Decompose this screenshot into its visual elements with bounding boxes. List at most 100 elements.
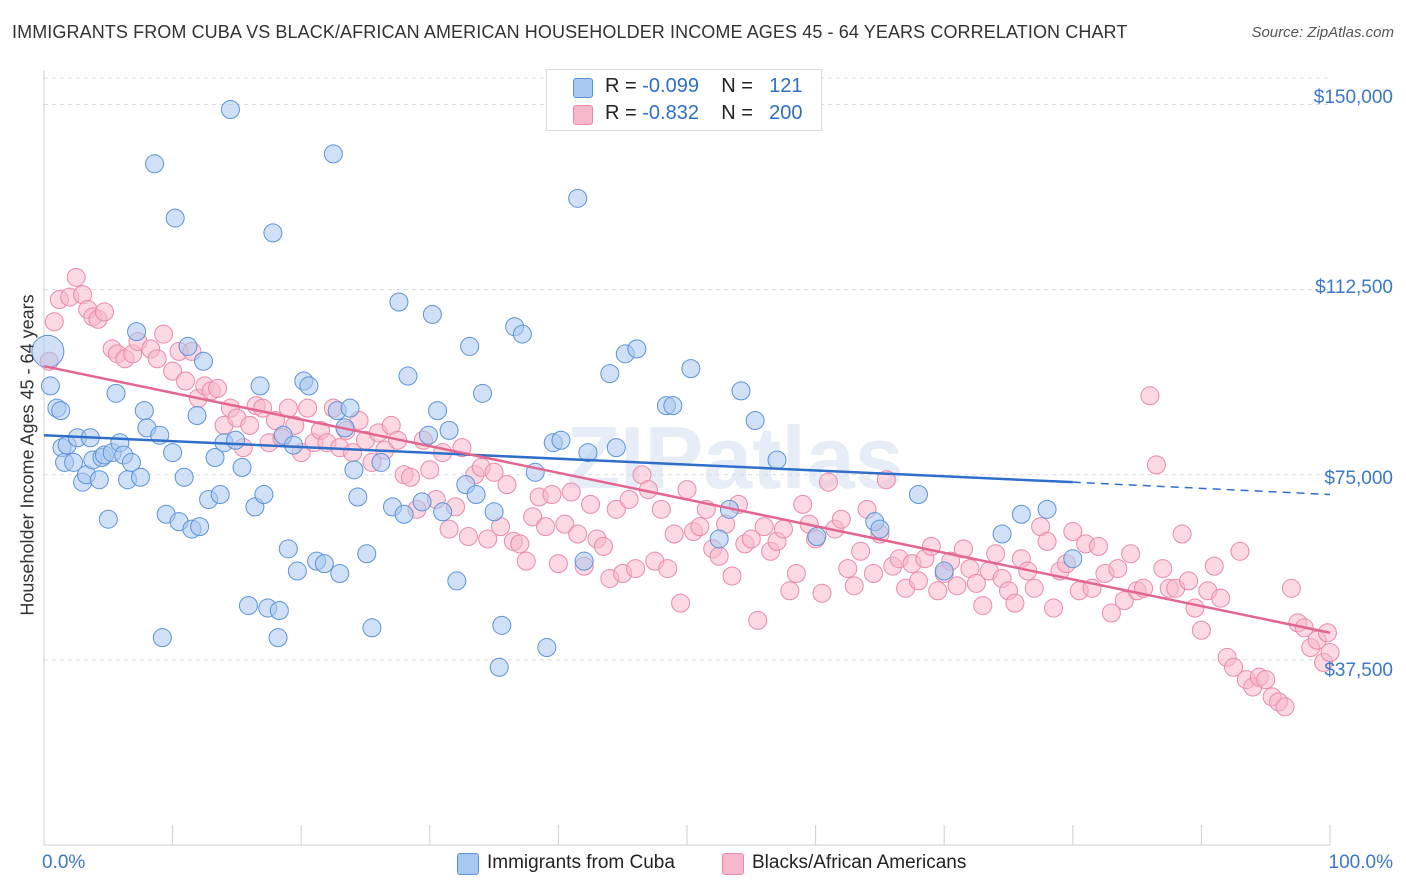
data-point [299, 376, 319, 396]
data-point [1121, 544, 1141, 564]
data-point [748, 610, 768, 630]
data-point [340, 398, 360, 418]
legend-r-label: R = [605, 75, 637, 97]
data-point [786, 564, 806, 584]
correlation-legend: R = -0.099 N = 121 R = -0.832 N = 200 [546, 69, 822, 131]
data-point [574, 551, 594, 571]
data-point [512, 324, 532, 344]
data-point [94, 302, 114, 322]
data-point [398, 366, 418, 386]
data-point [1191, 620, 1211, 640]
data-point [1044, 598, 1064, 618]
data-point [934, 561, 954, 581]
data-point [1024, 578, 1044, 598]
data-point [1089, 536, 1109, 556]
data-point [1275, 697, 1295, 717]
data-point [269, 601, 289, 621]
data-point [1185, 598, 1205, 618]
data-point [344, 460, 364, 480]
source-label: Source: ZipAtlas.com [1251, 24, 1394, 41]
data-point [484, 462, 504, 482]
data-point [838, 559, 858, 579]
legend-r-value-blacks: -0.832 [642, 102, 699, 124]
data-point [561, 482, 581, 502]
data-point [581, 494, 601, 514]
data-point [658, 559, 678, 579]
legend-swatch-cuba [573, 78, 593, 98]
legend-n-label: N = [721, 75, 753, 97]
data-point [1146, 455, 1166, 475]
data-point [287, 561, 307, 581]
data-point [298, 398, 318, 418]
data-point [492, 615, 512, 635]
data-point [831, 509, 851, 529]
data-point [1224, 657, 1244, 677]
data-point [165, 208, 185, 228]
data-point [1140, 386, 1160, 406]
data-point [64, 452, 84, 472]
data-point [542, 485, 562, 505]
data-point [1172, 524, 1192, 544]
data-point [240, 415, 260, 435]
data-point [578, 443, 598, 463]
data-point [210, 485, 230, 505]
y-axis-label: Householder Income Ages 45 - 64 years [17, 294, 38, 616]
data-point [709, 529, 729, 549]
data-point [908, 571, 928, 591]
data-point [568, 188, 588, 208]
data-point [870, 519, 890, 539]
trend-line-cuba-extension [1072, 481, 1331, 496]
data-point [548, 554, 568, 574]
data-point [163, 361, 183, 381]
chart-title: IMMIGRANTS FROM CUBA VS BLACK/AFRICAN AM… [12, 22, 1128, 42]
data-point [152, 628, 172, 648]
data-point [250, 376, 270, 396]
data-point [163, 443, 183, 463]
data-point [663, 396, 683, 416]
data-point [568, 524, 588, 544]
data-point [844, 576, 864, 596]
legend-n-value-blacks: 200 [769, 102, 803, 124]
data-point [928, 581, 948, 601]
data-point [731, 381, 751, 401]
data-point [947, 576, 967, 596]
x-tick-label-min: 0.0% [42, 852, 86, 873]
data-point [205, 448, 225, 467]
data-point [863, 564, 883, 584]
data-point [818, 472, 838, 492]
data-point [551, 430, 571, 450]
data-point [428, 401, 448, 421]
data-point [1037, 531, 1057, 551]
data-point [745, 410, 765, 430]
data-point [627, 339, 647, 359]
data-point [1153, 559, 1173, 579]
data-point [489, 657, 509, 677]
data-point [690, 517, 710, 537]
data-point [187, 406, 207, 426]
data-point [1320, 642, 1340, 662]
data-point [767, 450, 787, 470]
data-point [357, 544, 377, 564]
legend-swatch-blacks [573, 105, 593, 125]
data-point [130, 467, 150, 487]
data-point [626, 559, 646, 579]
data-point [174, 467, 194, 487]
watermark-text: ZIPatlas [566, 408, 903, 507]
data-point [401, 467, 421, 487]
legend-r-value-cuba: -0.099 [642, 75, 699, 97]
data-point [681, 359, 701, 379]
bottom-legend-label-blacks: Blacks/African Americans [752, 852, 967, 873]
data-point [606, 438, 626, 458]
data-point [178, 336, 198, 356]
data-point [40, 376, 60, 396]
data-point [419, 425, 439, 445]
x-tick-label-max: 100.0% [1328, 852, 1393, 873]
data-point [433, 502, 453, 522]
data-point [516, 551, 536, 571]
data-point [780, 581, 800, 601]
data-point [1179, 571, 1199, 591]
data-point [1256, 670, 1276, 690]
data-point [66, 267, 86, 287]
data-point [664, 524, 684, 544]
